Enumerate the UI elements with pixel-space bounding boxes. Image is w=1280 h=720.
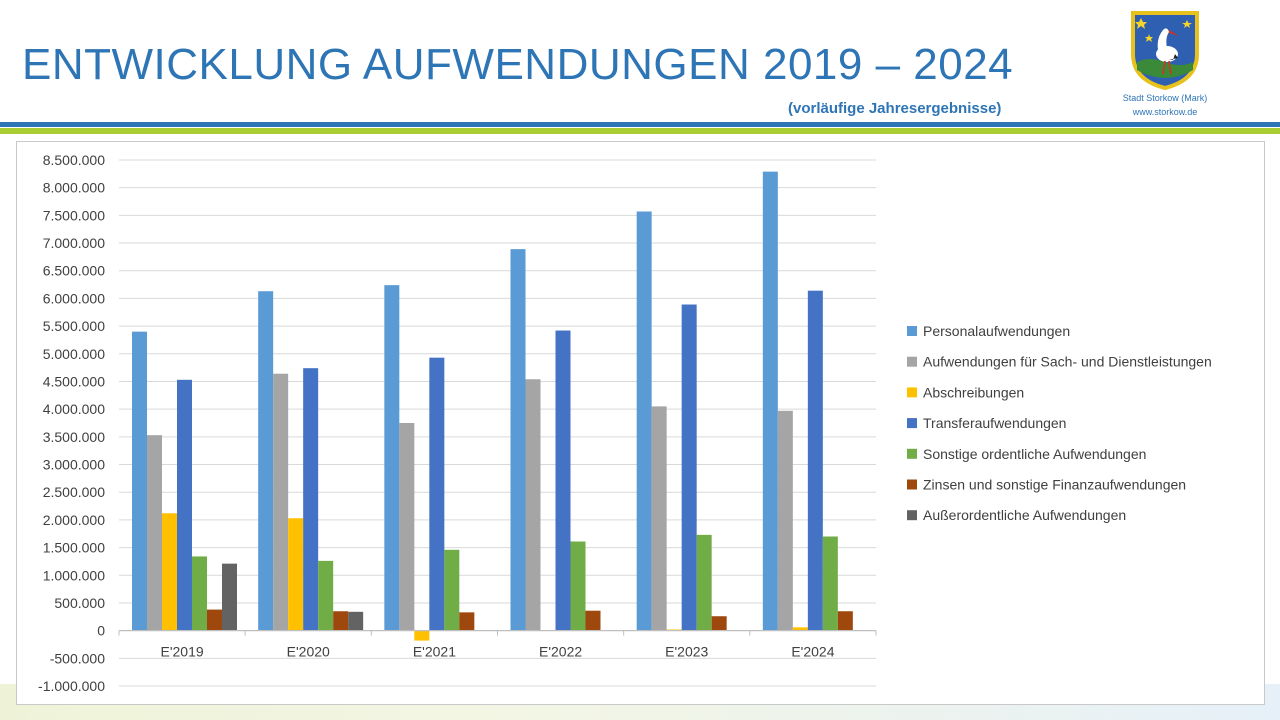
- legend-item: Außerordentliche Aufwendungen: [907, 507, 1126, 523]
- legend-label: Zinsen und sonstige Finanzaufwendungen: [923, 477, 1186, 493]
- bar-6-5: [711, 616, 727, 631]
- y-tick-label: -1.000.000: [38, 678, 105, 694]
- bars: [132, 171, 853, 641]
- legend-item: Abschreibungen: [907, 384, 1024, 400]
- y-tick-label: 6.500.000: [43, 263, 105, 279]
- bar-7-2: [348, 611, 364, 631]
- bar-6-2: [333, 611, 349, 631]
- bar-1-2: [258, 291, 274, 631]
- y-tick-label: 1.000.000: [43, 567, 105, 583]
- x-tick-label: E'2019: [161, 644, 204, 660]
- bar-1-4: [510, 249, 526, 631]
- y-tick-label: 5.500.000: [43, 318, 105, 334]
- bar-7-1: [222, 563, 237, 631]
- bar-3-1: [162, 513, 177, 631]
- x-tick-label: E'2024: [791, 644, 834, 660]
- x-tick-label: E'2023: [665, 644, 708, 660]
- x-axis-tick-labels: E'2019 E'2020 E'2021 E'2022 E'2023 E'2024: [161, 644, 835, 660]
- legend-swatch: [907, 326, 917, 336]
- x-tick-label: E'2022: [539, 644, 582, 660]
- bar-1-6: [762, 171, 778, 631]
- legend-label: Transferaufwendungen: [923, 415, 1066, 431]
- bar-6-4: [585, 610, 601, 631]
- bar-1-3: [384, 285, 400, 631]
- legend-swatch: [907, 510, 917, 521]
- coat-of-arms-stork-icon: [1131, 11, 1199, 90]
- bar-2-4: [525, 379, 541, 631]
- zero-axis: [118, 630, 877, 636]
- bar-6-6: [837, 611, 853, 631]
- bar-5-6: [822, 536, 838, 631]
- y-tick-label: 5.000.000: [43, 346, 105, 362]
- gridlines: [119, 159, 876, 687]
- x-tick-label: E'2021: [413, 644, 456, 660]
- bar-1-1: [132, 331, 147, 631]
- chart-container: 8.500.000 8.000.000 7.500.000 7.000.000 6.50…: [16, 141, 1265, 705]
- y-tick-label: 4.500.000: [43, 373, 105, 389]
- y-tick-label: 0: [97, 623, 105, 639]
- y-tick-label: 6.000.000: [43, 290, 105, 306]
- bar-4-2: [303, 368, 319, 631]
- legend-label: Abschreibungen: [923, 384, 1024, 400]
- bar-5-3: [444, 549, 460, 631]
- y-axis-tick-labels: 8.500.000 8.000.000 7.500.000 7.000.000 6.50…: [38, 152, 105, 694]
- page-title: ENTWICKLUNG AUFWENDUNGEN 2019 – 2024: [22, 40, 1014, 89]
- bar-2-3: [399, 423, 415, 631]
- legend-swatch: [907, 387, 917, 398]
- y-tick-label: 3.500.000: [43, 429, 105, 445]
- header-stripe-green: [0, 128, 1280, 134]
- legend-item: Aufwendungen für Sach- und Dienstleistun…: [907, 354, 1212, 370]
- bar-5-1: [192, 556, 207, 631]
- bar-5-2: [318, 560, 334, 631]
- legend-label: Aufwendungen für Sach- und Dienstleistun…: [923, 354, 1212, 370]
- y-tick-label: 2.000.000: [43, 512, 105, 528]
- legend-label: Außerordentliche Aufwendungen: [923, 507, 1126, 523]
- bar-3-2: [288, 518, 304, 631]
- bar-4-5: [681, 304, 697, 631]
- bar-3-3: [414, 630, 430, 641]
- bar-2-1: [147, 435, 162, 631]
- bar-2-6: [777, 410, 793, 631]
- bar-1-5: [636, 211, 652, 631]
- y-tick-label: 8.500.000: [43, 152, 105, 168]
- bar-6-3: [459, 612, 475, 631]
- y-tick-label: 3.000.000: [43, 457, 105, 473]
- y-tick-label: 7.000.000: [43, 235, 105, 251]
- legend-item: Zinsen und sonstige Finanzaufwendungen: [907, 477, 1186, 493]
- bar-4-4: [555, 330, 571, 631]
- y-tick-label: 1.500.000: [43, 540, 105, 556]
- legend-swatch: [907, 448, 917, 459]
- bar-4-3: [429, 357, 445, 631]
- y-tick-label: 500.000: [54, 595, 105, 611]
- bar-4-6: [807, 290, 823, 631]
- bar-2-2: [273, 373, 289, 631]
- bar-3-6: [792, 627, 808, 631]
- bar-4-1: [177, 379, 192, 631]
- y-tick-label: -500.000: [50, 650, 105, 666]
- x-tick-label: E'2020: [287, 644, 330, 660]
- page-subtitle: (vorläufige Jahresergebnisse): [788, 100, 1002, 117]
- bar-5-5: [696, 534, 712, 631]
- logo-website[interactable]: www.storkow.de: [1132, 107, 1198, 117]
- legend-swatch: [907, 479, 917, 490]
- legend-label: Sonstige ordentliche Aufwendungen: [923, 446, 1146, 462]
- header-stripe-blue: [0, 122, 1280, 127]
- bar-5-4: [570, 541, 586, 631]
- legend-swatch: [907, 356, 917, 367]
- logo-city-name: Stadt Storkow (Mark): [1122, 93, 1208, 103]
- legend-swatch: [907, 418, 917, 429]
- y-tick-label: 7.500.000: [43, 207, 105, 223]
- bar-2-5: [651, 406, 667, 631]
- legend-label: Personalaufwendungen: [923, 323, 1070, 339]
- y-tick-label: 2.500.000: [43, 484, 105, 500]
- logo: Stadt Storkow (Mark) www.storkow.de: [1110, 10, 1220, 118]
- y-tick-label: 8.000.000: [43, 180, 105, 196]
- legend: Personalaufwendungen Aufwendungen für Sac…: [907, 323, 1212, 523]
- legend-item: Personalaufwendungen: [907, 323, 1070, 339]
- bar-6-1: [207, 609, 222, 631]
- bar-chart: 8.500.000 8.000.000 7.500.000 7.000.000 6.50…: [38, 152, 1212, 694]
- legend-item: Transferaufwendungen: [907, 415, 1066, 431]
- y-tick-label: 4.000.000: [43, 401, 105, 417]
- legend-item: Sonstige ordentliche Aufwendungen: [907, 446, 1146, 462]
